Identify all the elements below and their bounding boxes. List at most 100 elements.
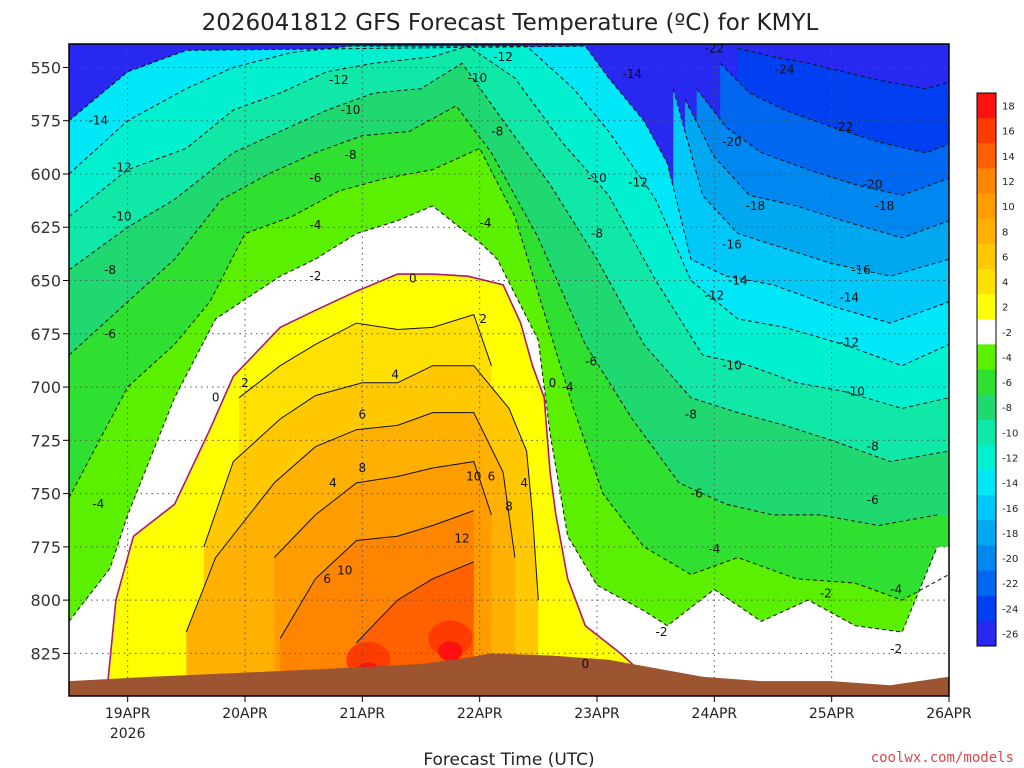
x-tick-label-22APR: 22APR [457, 706, 503, 722]
isotherm--2 [69, 205, 938, 633]
colorbar-label--6: -6 [1002, 378, 1012, 389]
isotherm-label-14: 8 [505, 499, 513, 513]
isotherm-label-55: -16 [851, 263, 871, 277]
isotherm-label-8: 4 [520, 476, 528, 490]
colorbar-label--2: -2 [1002, 328, 1012, 339]
isotherm-6 [185, 412, 516, 633]
isotherm-label-60: -22 [705, 41, 725, 55]
isotherm-label-12: 6 [488, 470, 496, 484]
isotherm-2 [238, 313, 492, 399]
isotherm-label-24: -4 [708, 542, 720, 556]
isotherm-10 [279, 510, 474, 639]
isotherm--20 [696, 88, 949, 196]
isotherm--24 [737, 47, 949, 90]
isotherm-label-26: -4 [480, 216, 492, 230]
y-axis: 550 575 600 625 650 675 700 725 750 775 800 825 [30, 58, 69, 663]
plot-frame [68, 43, 950, 697]
x-tick-label-24APR: 24APR [692, 706, 738, 722]
isotherm-label-34: -8 [491, 124, 503, 138]
y-tick-label-825: 825 [30, 644, 61, 663]
colorbar-swatch-12 [977, 168, 996, 195]
isotherm-label-18: -2 [309, 269, 321, 283]
isotherm-label-56: -18 [746, 199, 766, 213]
isotherm-label-36: -8 [685, 408, 697, 422]
isotherm-label-15: 10 [337, 563, 352, 577]
colorbar-label--10: -10 [1002, 428, 1018, 439]
isotherm-label-54: -16 [722, 237, 742, 251]
colorbar-label--26: -26 [1002, 629, 1018, 640]
colorbar-label-6: 6 [1002, 252, 1008, 263]
isotherm-label-43: -10 [845, 384, 865, 398]
isotherm--16 [672, 88, 949, 277]
isotherm-label-45: -12 [112, 161, 132, 175]
colorbar-swatch-2 [977, 294, 996, 320]
colorbar-label-10: 10 [1002, 202, 1015, 213]
isotherm-label-42: -10 [722, 359, 742, 373]
isotherm--6 [69, 105, 938, 527]
colorbar-frame [976, 92, 997, 647]
isotherm-label-58: -20 [722, 135, 742, 149]
isotherm-label-39: -10 [112, 210, 132, 224]
isotherm-label-20: -2 [820, 587, 832, 601]
hottest-spot-2 [438, 641, 463, 662]
isotherm-label-23: -4 [92, 497, 104, 511]
colorbar-label-14: 14 [1002, 152, 1015, 163]
isotherm-label-52: -14 [728, 274, 748, 288]
isotherm-label-2: 0 [581, 657, 589, 671]
isotherm--18 [684, 99, 949, 239]
colorbar-swatch--24 [977, 595, 996, 622]
credit-link[interactable]: coolwx.com/models [871, 750, 1014, 766]
isotherm-8 [273, 461, 492, 558]
y-tick-label-725: 725 [30, 431, 61, 450]
isotherm-label-40: -10 [468, 71, 488, 85]
colorbar-label--4: -4 [1002, 353, 1012, 364]
isotherm-label-50: -14 [89, 114, 109, 128]
isotherm--8 [69, 62, 949, 463]
y-tick-label-575: 575 [30, 112, 61, 131]
isotherm-label-10: 6 [359, 408, 367, 422]
isotherm-label-28: -6 [104, 327, 116, 341]
isotherm-label-59: -20 [863, 178, 883, 192]
y-tick-label-775: 775 [30, 538, 61, 557]
isotherm-labels: 0 0 0 0 2 2 4 4 4 -4 6 6 6 8 8 10 10 12 -2 -2 -2 -2 -4 -4 -4 -4 -4… [89, 41, 903, 671]
isotherm-label-3: 0 [549, 376, 557, 390]
colorbar-swatch-10 [977, 193, 996, 220]
isotherm-label-33: -8 [104, 263, 116, 277]
isotherm-label-53: -14 [839, 291, 859, 305]
colorbar-label-4: 4 [1002, 278, 1008, 289]
colorbar-swatch--8 [977, 394, 996, 421]
chart-title: 2026041812 GFS Forecast Temperature (ºC)… [202, 10, 819, 36]
colorbar-swatch-4 [977, 268, 996, 295]
x-tick-year: 2026 [110, 726, 146, 742]
y-tick-label-675: 675 [30, 325, 61, 344]
terrain-fill [69, 653, 949, 696]
isotherm-12 [356, 561, 474, 644]
colorbar-label--12: -12 [1002, 453, 1018, 464]
isotherm-label-22: -4 [309, 218, 321, 232]
colorbar-swatch-18 [977, 93, 996, 119]
isotherm-label-16: 10 [466, 470, 481, 484]
x-tick-label-25APR: 25APR [809, 706, 855, 722]
isotherm--10 [69, 45, 949, 409]
y-tick-label-600: 600 [30, 165, 61, 184]
colorbar-swatch-6 [977, 243, 996, 270]
isotherm-label-4: 2 [241, 376, 249, 390]
colorbar-label--22: -22 [1002, 579, 1018, 590]
isotherm-lines [69, 45, 949, 696]
x-tick-label-21APR: 21APR [340, 706, 386, 722]
isotherm-label-9: -4 [562, 380, 574, 394]
colorbar-label--16: -16 [1002, 504, 1018, 515]
colorbar-swatch--22 [977, 570, 996, 597]
colorbar-label--18: -18 [1002, 529, 1018, 540]
colorbar: 18 16 14 12 10 8 6 4 2 -2 -4 -6 -8 -10 -12 -14 -16 -18 -20… [976, 92, 1018, 647]
isotherm-label-44: -12 [329, 73, 349, 87]
colorbar-swatch--18 [977, 520, 996, 546]
colorbar-label--20: -20 [1002, 554, 1018, 565]
colorbar-swatch-16 [977, 118, 996, 144]
isotherm-label-19: -2 [656, 625, 668, 639]
isotherm-label-35: -8 [591, 227, 603, 241]
isotherm-label-48: -12 [705, 288, 725, 302]
colorbar-label--14: -14 [1002, 479, 1018, 490]
colorbar-swatch--2 [977, 319, 996, 345]
